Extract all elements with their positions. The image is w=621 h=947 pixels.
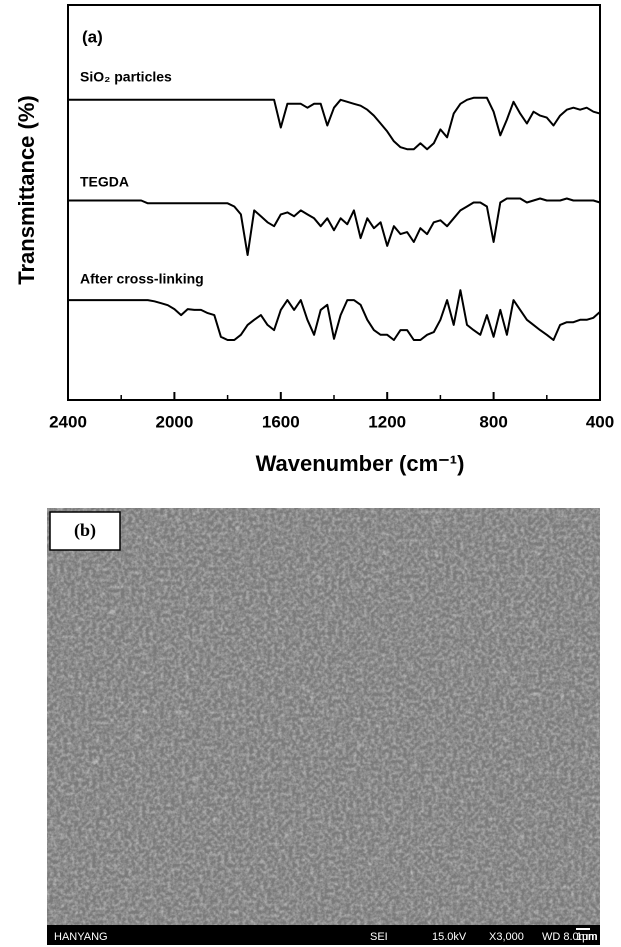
x-tick-label: 400 <box>586 412 614 431</box>
info-text: 1μm <box>576 931 598 943</box>
x-tick-label: 2000 <box>155 412 193 431</box>
spectrum-line <box>68 289 601 341</box>
series-label: After cross-linking <box>80 271 204 287</box>
spectrum-line <box>68 96 601 151</box>
info-text: 15.0kV <box>432 931 467 943</box>
y-axis-label: Transmittance (%) <box>14 95 39 285</box>
ftir-chart: 2400 2000 1600 1200 800 400 SiO₂ particles TEGD… <box>49 4 614 431</box>
info-text: SEI <box>370 931 388 943</box>
series-label: SiO₂ particles <box>80 69 172 85</box>
spectrum-line <box>68 197 601 256</box>
panel-label-box <box>49 511 121 551</box>
info-text: X3,000 <box>489 931 524 943</box>
x-tick-label: 2400 <box>49 412 87 431</box>
info-text: HANYANG <box>54 931 108 943</box>
x-axis-label: Wavenumber (cm⁻¹) <box>256 451 465 476</box>
x-tick-label: 1600 <box>262 412 300 431</box>
panel-label: (b) <box>74 520 96 541</box>
x-tick-label: 800 <box>479 412 507 431</box>
sem-particles <box>47 508 600 925</box>
scale-bar <box>576 928 590 930</box>
info-bar <box>47 925 600 945</box>
series-label: TEGDA <box>80 174 129 190</box>
panel-label: (a) <box>82 27 103 46</box>
x-tick-label: 1200 <box>368 412 406 431</box>
info-text: WD 8.0mm <box>542 931 597 943</box>
